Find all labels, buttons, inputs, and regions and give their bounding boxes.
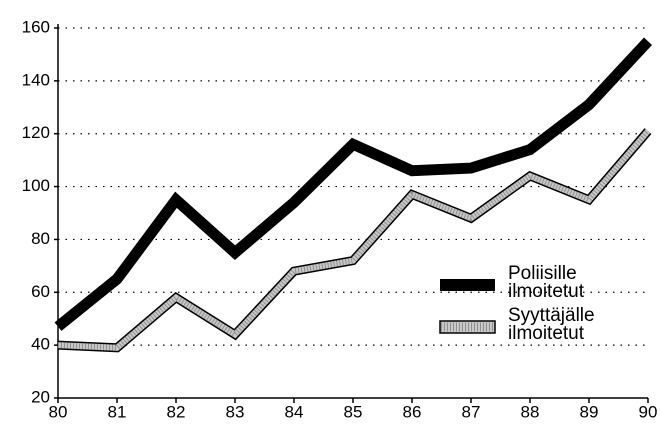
legend-label: Poliisille ilmoitetut [508,263,585,302]
x-tick-label: 80 [49,402,68,421]
y-tick-label: 80 [31,229,50,248]
y-tick-label: 20 [31,387,50,406]
x-tick-label: 87 [462,402,481,421]
x-tick-label: 82 [167,402,186,421]
legend-swatch [440,279,495,291]
x-tick-label: 89 [580,402,599,421]
y-tick-label: 60 [31,282,50,301]
line-series-fill [57,129,651,351]
y-tick-label: 140 [22,70,50,89]
x-tick-label: 85 [344,402,363,421]
x-tick-label: 86 [403,402,422,421]
x-tick-label: 81 [108,402,127,421]
x-tick-label: 90 [639,402,658,421]
y-tick-label: 160 [22,17,50,36]
x-tick-label: 88 [521,402,540,421]
x-tick-label: 83 [226,402,245,421]
line-series [54,37,653,331]
y-tick-label: 120 [22,123,50,142]
legend-label: Syyttäjälle ilmoitetut [508,305,595,344]
y-tick-label: 40 [31,335,50,354]
y-tick-label: 100 [22,176,50,195]
x-tick-label: 84 [285,402,304,421]
